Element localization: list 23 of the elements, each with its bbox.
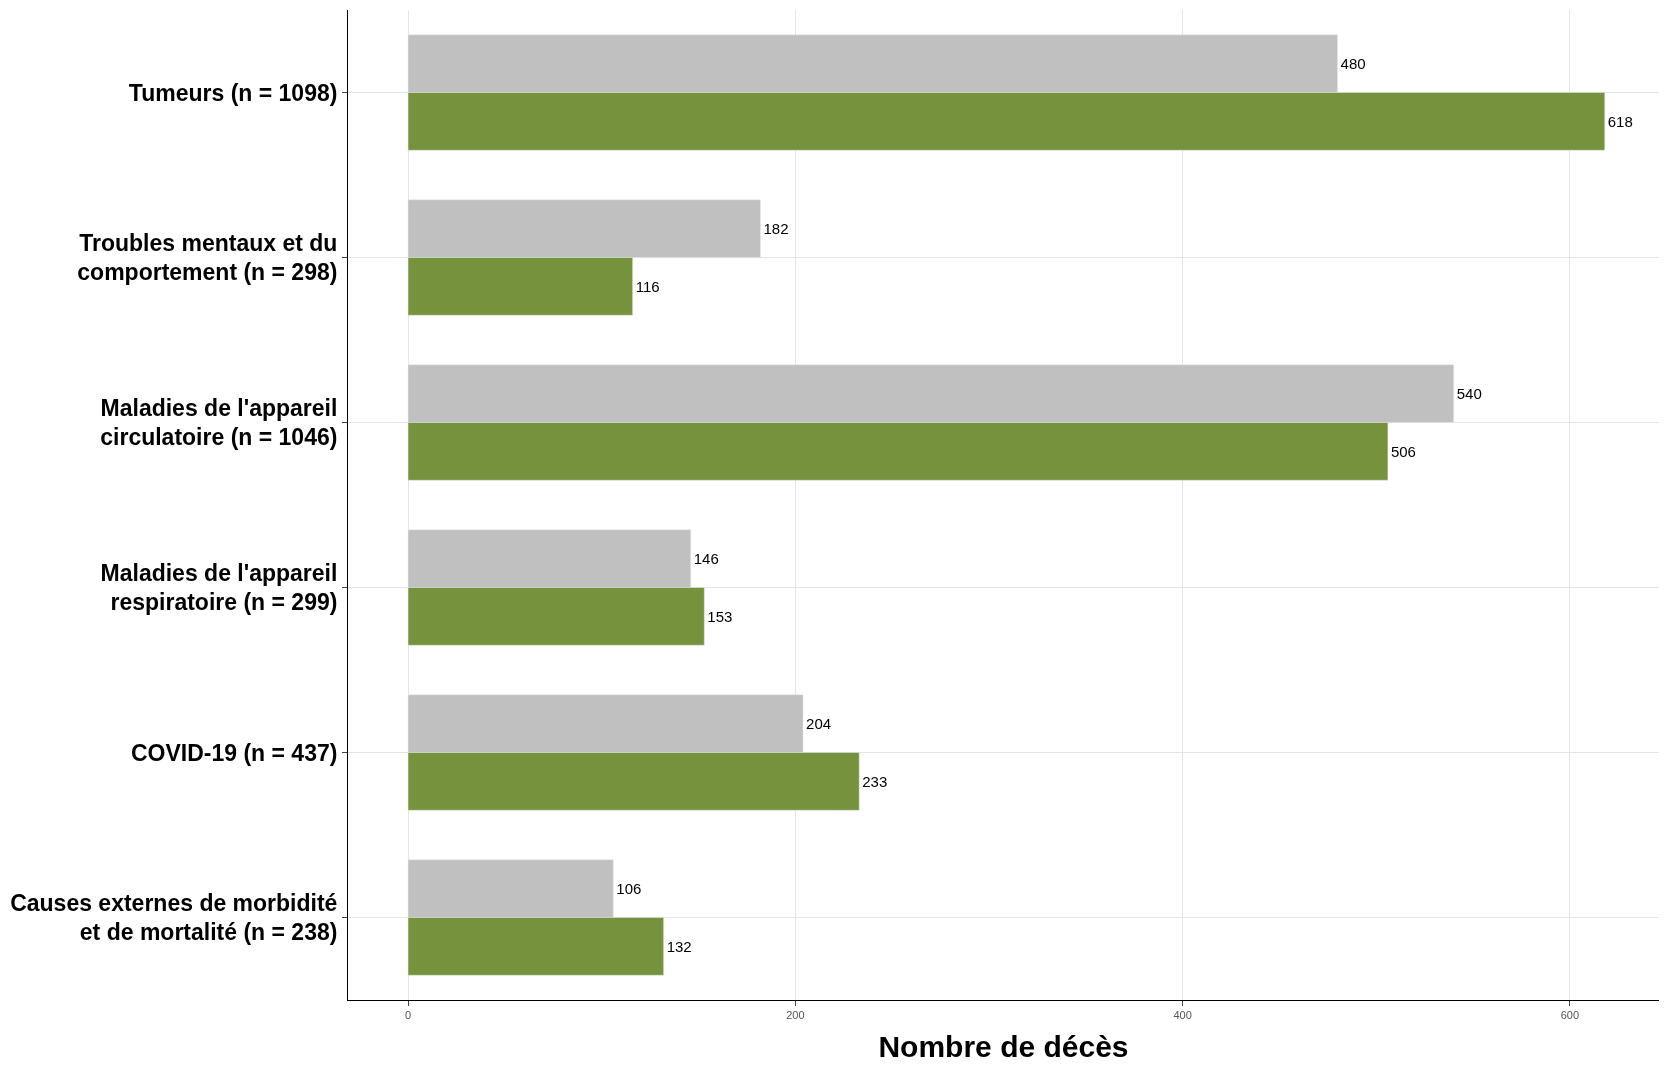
data-label: 204 xyxy=(806,715,832,733)
y-tick-label: COVID-19 (n = 437) xyxy=(130,739,338,766)
x-axis-title: Nombre de décès xyxy=(878,1029,1129,1063)
x-tick-label: 400 xyxy=(1173,1009,1192,1022)
x-tick-label: 200 xyxy=(786,1009,805,1022)
data-label: 618 xyxy=(1607,112,1633,130)
data-label: 540 xyxy=(1456,385,1482,403)
data-label: 153 xyxy=(707,607,733,625)
data-label: 182 xyxy=(763,220,789,238)
y-tick-label: Tumeurs (n = 1098) xyxy=(128,79,338,106)
data-label: 116 xyxy=(635,277,660,295)
x-tick-label: 0 xyxy=(404,1009,412,1022)
data-label: 132 xyxy=(666,937,692,955)
y-tick-label: Maladies de l'appareil respiratoire (n = 299) xyxy=(100,559,338,616)
x-tick-label: 600 xyxy=(1560,1009,1580,1022)
data-label: 480 xyxy=(1340,55,1366,73)
data-label: 146 xyxy=(693,550,719,568)
y-tick-label: Maladies de l'appareil circulatoire (n = 1046) xyxy=(100,394,338,451)
data-label: 506 xyxy=(1390,442,1416,460)
data-label: 106 xyxy=(616,880,642,898)
y-tick-label: Causes externes de morbidité et de mortalité (n = 238) xyxy=(10,889,338,946)
data-label: 233 xyxy=(862,772,888,790)
y-tick-label: Troubles mentaux et du comportement (n = 298) xyxy=(77,229,338,286)
